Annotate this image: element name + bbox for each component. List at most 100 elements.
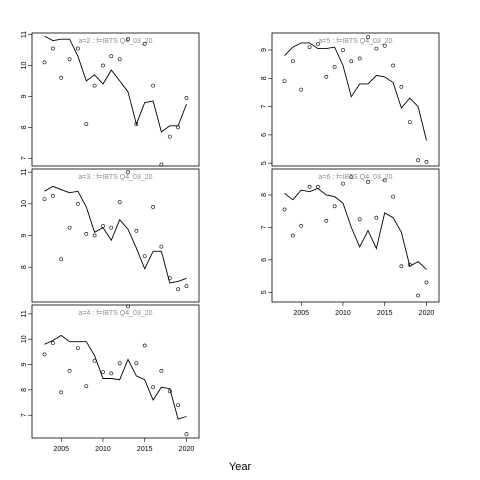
- x-tick-label: 2005: [53, 446, 69, 453]
- fitted-line: [44, 334, 187, 420]
- observed-point: [59, 75, 64, 80]
- observed-point: [407, 120, 412, 125]
- observed-point: [92, 233, 97, 238]
- observed-point: [51, 193, 55, 198]
- fitted-line: [284, 42, 427, 141]
- x-tick-label: 2005: [293, 310, 309, 317]
- y-tick-label: 10: [21, 200, 28, 208]
- y-tick-label: 11: [21, 310, 28, 317]
- observed-point: [341, 48, 345, 52]
- panel-1: a=2 : f=IBTS Q4_03_20 7 8 9 10 11: [21, 31, 200, 167]
- plot-frame: [271, 32, 440, 167]
- observed-point: [151, 385, 156, 390]
- observed-point: [84, 122, 89, 127]
- observed-point: [126, 37, 130, 42]
- observed-point: [126, 170, 130, 175]
- plot-frame: [271, 168, 440, 303]
- observed-point: [282, 207, 287, 212]
- observed-point: [282, 79, 287, 84]
- y-tick-label: 9: [21, 233, 28, 237]
- panel-title: a=3 : f=IBTS Q4_03_20: [79, 174, 153, 181]
- observed-point: [101, 370, 105, 375]
- observed-point: [159, 162, 164, 167]
- observed-point: [117, 361, 122, 366]
- y-tick-label: 7: [21, 413, 28, 417]
- panel-title: a=2 : f=IBTS Q4_03_20: [79, 38, 153, 45]
- panel-title: a=5 : f=IBTS Q4_03_20: [319, 38, 393, 45]
- observed-point: [117, 57, 122, 62]
- fitted-line: [284, 187, 427, 270]
- observed-point: [184, 284, 189, 289]
- plot-frame: [31, 304, 200, 439]
- observed-point: [399, 264, 404, 269]
- y-tick-label: 9: [21, 362, 28, 366]
- y-tick-label: 8: [21, 265, 28, 269]
- observed-point: [349, 175, 354, 180]
- observed-point: [290, 233, 295, 238]
- y-tick-label: 7: [261, 225, 268, 229]
- observed-point: [424, 159, 429, 164]
- observed-point: [391, 194, 396, 199]
- plot-frame: [31, 32, 200, 167]
- observed-point: [315, 42, 320, 47]
- x-tick-label: 2010: [95, 446, 111, 453]
- observed-point: [167, 276, 172, 281]
- fitted-line: [44, 35, 187, 133]
- x-tick-label: 2020: [419, 310, 435, 317]
- observed-point: [151, 83, 156, 88]
- observed-point: [349, 59, 354, 64]
- observed-point: [76, 201, 80, 206]
- observed-point: [117, 200, 122, 205]
- x-axis-title: Year: [229, 461, 252, 473]
- y-tick-label: 11: [21, 168, 28, 175]
- observed-point: [159, 244, 164, 249]
- observed-point: [67, 57, 72, 62]
- x-tick-label: 2015: [137, 446, 153, 453]
- observed-point: [176, 125, 181, 130]
- panel-2: a=3 : f=IBTS Q4_03_20 8 9 10 11: [21, 168, 200, 303]
- observed-point: [142, 343, 147, 348]
- observed-point: [382, 178, 387, 183]
- observed-point: [176, 403, 181, 408]
- panel-title: a=6 : f=IBTS Q4_03_20: [319, 174, 393, 181]
- observed-point: [134, 228, 139, 233]
- observed-point: [67, 225, 72, 230]
- observed-point: [416, 158, 421, 163]
- y-tick-label: 9: [21, 94, 28, 98]
- y-tick-label: 6: [261, 133, 268, 137]
- y-tick-label: 8: [261, 193, 268, 197]
- observed-point: [92, 83, 97, 88]
- observed-point: [67, 368, 72, 373]
- observed-point: [42, 352, 47, 357]
- observed-point: [299, 87, 304, 92]
- x-tick-label: 2020: [179, 446, 195, 453]
- observed-point: [416, 293, 421, 298]
- x-tick-label: 2010: [335, 310, 351, 317]
- y-tick-label: 6: [261, 258, 268, 262]
- observed-point: [315, 184, 320, 189]
- observed-point: [307, 184, 312, 189]
- observed-point: [407, 262, 412, 267]
- y-tick-label: 11: [21, 31, 28, 38]
- observed-point: [59, 390, 64, 395]
- observed-point: [101, 63, 105, 68]
- observed-point: [167, 134, 172, 139]
- observed-point: [324, 218, 329, 223]
- y-tick-label: 8: [261, 76, 268, 80]
- observed-point: [357, 56, 362, 61]
- y-tick-label: 8: [21, 388, 28, 392]
- observed-point: [324, 75, 329, 79]
- observed-point: [332, 204, 337, 209]
- panel-3: a=4 : f=IBTS Q4_03_20 7 8 9 10 11 2005 2010 2015…: [21, 304, 200, 453]
- observed-point: [341, 181, 345, 186]
- y-tick-label: 8: [21, 125, 28, 129]
- observed-point: [42, 197, 47, 202]
- observed-point: [424, 280, 429, 285]
- observed-point: [76, 346, 80, 351]
- observed-point: [366, 35, 370, 40]
- observed-point: [159, 368, 164, 373]
- y-tick-label: 9: [261, 48, 268, 52]
- observed-point: [109, 225, 114, 230]
- observed-point: [374, 46, 379, 51]
- observed-point: [184, 96, 189, 100]
